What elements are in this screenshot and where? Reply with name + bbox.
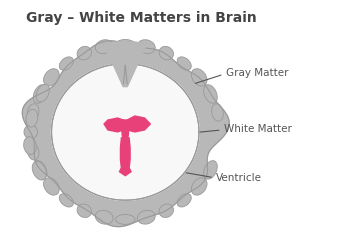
Ellipse shape bbox=[138, 40, 155, 54]
Ellipse shape bbox=[36, 84, 49, 102]
Polygon shape bbox=[119, 138, 131, 176]
Ellipse shape bbox=[26, 109, 38, 127]
Ellipse shape bbox=[77, 46, 92, 60]
Ellipse shape bbox=[32, 162, 46, 180]
Ellipse shape bbox=[177, 57, 191, 70]
Ellipse shape bbox=[27, 104, 39, 121]
Text: Gray – White Matters in Brain: Gray – White Matters in Brain bbox=[26, 11, 257, 25]
Text: White Matter: White Matter bbox=[224, 124, 292, 134]
Polygon shape bbox=[127, 116, 150, 132]
Polygon shape bbox=[104, 118, 123, 132]
Polygon shape bbox=[22, 41, 229, 227]
Ellipse shape bbox=[33, 161, 47, 179]
Ellipse shape bbox=[24, 137, 36, 155]
Polygon shape bbox=[51, 64, 199, 200]
Ellipse shape bbox=[44, 69, 59, 86]
Ellipse shape bbox=[191, 69, 207, 86]
Ellipse shape bbox=[159, 46, 174, 60]
Ellipse shape bbox=[59, 194, 73, 207]
Ellipse shape bbox=[95, 40, 113, 54]
Ellipse shape bbox=[95, 210, 113, 224]
Ellipse shape bbox=[191, 178, 207, 195]
Ellipse shape bbox=[177, 194, 191, 207]
Ellipse shape bbox=[33, 85, 47, 103]
Ellipse shape bbox=[212, 104, 223, 121]
Polygon shape bbox=[104, 42, 146, 86]
Polygon shape bbox=[121, 120, 129, 140]
Ellipse shape bbox=[59, 57, 73, 70]
Ellipse shape bbox=[24, 125, 37, 139]
Text: Gray Matter: Gray Matter bbox=[226, 68, 288, 78]
Ellipse shape bbox=[204, 161, 217, 179]
Ellipse shape bbox=[77, 204, 92, 217]
Ellipse shape bbox=[116, 215, 135, 224]
Ellipse shape bbox=[138, 210, 155, 224]
Ellipse shape bbox=[204, 85, 217, 103]
Ellipse shape bbox=[44, 178, 59, 195]
Polygon shape bbox=[51, 64, 199, 200]
Ellipse shape bbox=[27, 143, 39, 160]
Ellipse shape bbox=[116, 39, 135, 49]
Ellipse shape bbox=[159, 204, 174, 217]
Polygon shape bbox=[104, 42, 146, 86]
Text: Ventricle: Ventricle bbox=[216, 173, 262, 183]
